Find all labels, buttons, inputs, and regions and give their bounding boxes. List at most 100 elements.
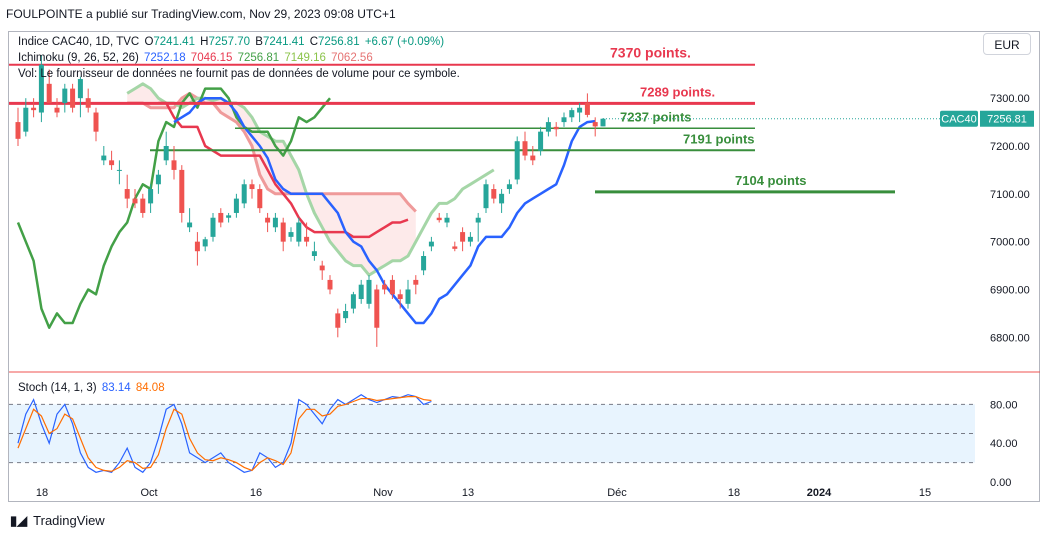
candle-body xyxy=(38,64,44,113)
stoch-label[interactable]: Stoch (14, 1, 3) xyxy=(18,382,97,394)
stoch-d-value: 84.08 xyxy=(135,382,165,394)
candle-body xyxy=(577,107,583,113)
candle-body xyxy=(335,313,341,328)
candle-body xyxy=(15,122,21,139)
legend-o-label: O xyxy=(144,36,154,48)
candle xyxy=(124,174,130,209)
candle xyxy=(545,117,551,137)
volume-note: Vol: Le fournisseur de données ne fourni… xyxy=(18,68,460,80)
candle-body xyxy=(413,279,419,285)
candle xyxy=(265,212,271,233)
candle-body xyxy=(389,279,395,295)
stoch-k-value: 83.14 xyxy=(101,382,131,394)
candle xyxy=(467,232,473,247)
candle xyxy=(132,189,138,209)
candle xyxy=(538,126,544,156)
stoch-y-tick-label: 40.00 xyxy=(990,438,1018,450)
candle-body xyxy=(475,217,481,223)
candle-body xyxy=(46,83,52,103)
candle-body xyxy=(272,217,278,228)
candle xyxy=(327,275,333,295)
last-price-symbol: CAC40 xyxy=(941,114,976,126)
candle xyxy=(257,184,263,213)
candle xyxy=(218,208,224,228)
candle-body xyxy=(304,236,310,242)
candle-body xyxy=(350,294,356,309)
candle-body xyxy=(327,279,333,290)
candle xyxy=(350,291,356,314)
candle xyxy=(413,275,419,295)
x-tick-label: 2024 xyxy=(807,487,832,499)
y-tick-label: 7000.00 xyxy=(990,237,1030,249)
currency-button[interactable]: EUR xyxy=(983,33,1031,55)
candle xyxy=(444,212,450,228)
candle-body xyxy=(491,189,497,199)
candle xyxy=(421,251,427,276)
candle xyxy=(374,284,380,347)
candle xyxy=(101,146,107,166)
ichimoku-tenkan-value: 7252.18 xyxy=(144,52,186,64)
candle-body xyxy=(23,107,29,132)
candle xyxy=(600,118,606,127)
candle-body xyxy=(85,98,91,108)
legend-open: 7241.41 xyxy=(153,36,195,48)
candle xyxy=(187,208,193,233)
candle-body xyxy=(140,198,146,213)
candle-body xyxy=(382,284,388,290)
candle-body xyxy=(187,222,193,228)
y-tick-label: 6900.00 xyxy=(990,284,1030,296)
candle-body xyxy=(311,251,317,256)
level-label-7104: 7104 points xyxy=(735,173,807,188)
candle-body xyxy=(101,155,107,161)
x-tick-label: Déc xyxy=(607,487,627,499)
level-label-7289: 7289 points. xyxy=(640,84,715,99)
candle-body xyxy=(116,169,122,171)
candle-body xyxy=(569,110,575,118)
ichimoku-label[interactable]: Ichimoku (9, 26, 52, 26) xyxy=(18,52,139,64)
candle xyxy=(163,131,169,166)
candle xyxy=(584,93,590,118)
candle xyxy=(382,279,388,295)
chart-frame xyxy=(8,31,1040,502)
candle-body xyxy=(343,311,349,319)
candle-body xyxy=(421,256,427,271)
candle-body xyxy=(31,107,37,111)
tradingview-logo[interactable]: ▮◢ TradingView xyxy=(10,513,105,529)
ichimoku-chikou-value: 7256.81 xyxy=(237,52,280,64)
candle-body xyxy=(54,107,60,113)
x-tick-label: Nov xyxy=(373,487,393,499)
legend-symbol[interactable]: Indice CAC40, 1D, TVC xyxy=(18,36,140,48)
candle xyxy=(366,275,372,309)
candle-body xyxy=(194,241,200,252)
legend-stoch: Stoch (14, 1, 3) 83.14 84.08 xyxy=(18,382,167,394)
candle-body xyxy=(319,265,325,271)
candle xyxy=(577,102,583,123)
stoch-y-tick-label: 0.00 xyxy=(990,477,1011,489)
candle xyxy=(38,55,44,123)
candle xyxy=(335,308,341,338)
candle-body xyxy=(62,88,68,103)
candle xyxy=(140,193,146,218)
candle xyxy=(592,117,598,137)
candle xyxy=(85,88,91,113)
candle-body xyxy=(584,102,590,115)
candle xyxy=(514,136,520,185)
candle-body xyxy=(553,126,559,130)
candle xyxy=(77,76,83,118)
candle-body xyxy=(202,239,208,247)
ichimoku-span-a-value: 7149.16 xyxy=(284,52,326,64)
candle xyxy=(148,184,154,213)
candle-body xyxy=(428,241,434,247)
candle xyxy=(389,275,395,300)
legend-volume: Vol: Le fournisseur de données ne fourni… xyxy=(18,68,462,80)
candle xyxy=(202,236,208,252)
candle xyxy=(288,227,294,242)
candle-body xyxy=(530,155,536,161)
candle xyxy=(506,179,512,194)
candle xyxy=(522,131,528,161)
candle xyxy=(226,212,232,223)
ichimoku-chikou-line xyxy=(16,87,331,329)
candle-body xyxy=(366,279,372,304)
candle-body xyxy=(249,184,255,190)
